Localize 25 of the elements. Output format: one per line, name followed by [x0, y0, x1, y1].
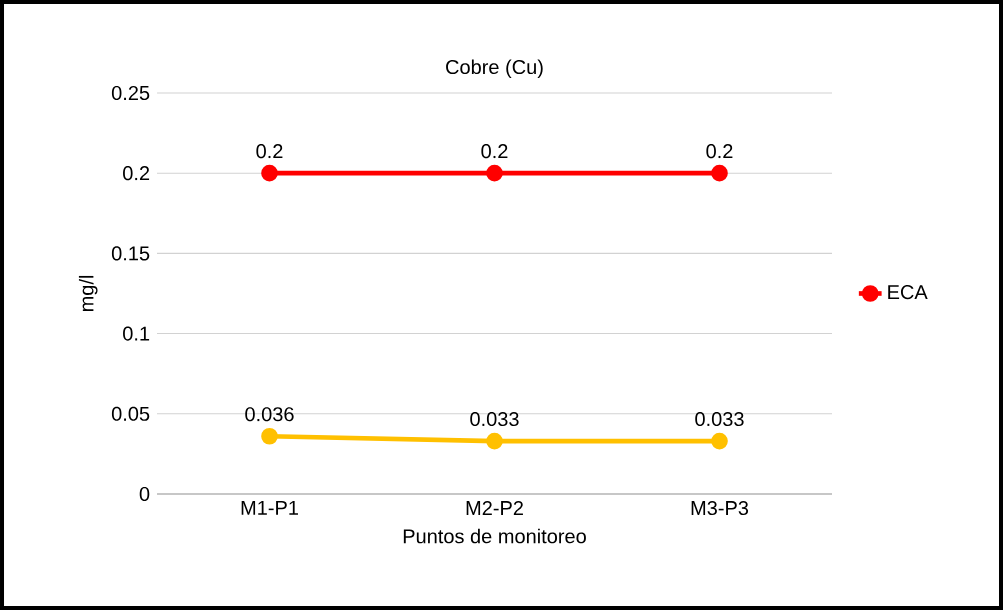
data-label: 0.033 — [470, 411, 519, 427]
y-tick-label: 0.2 — [123, 166, 150, 181]
point — [261, 427, 278, 445]
x-axis-title: Puntos de monitoreo — [403, 528, 586, 544]
data-label: 0.2 — [481, 144, 508, 159]
y-axis-title: mg/l — [78, 275, 98, 312]
point — [711, 432, 728, 450]
x-tick-label: M3-P3 — [691, 500, 749, 516]
y-tick-label: 0.1 — [123, 326, 150, 341]
chart-title: Cobre (Cu) — [446, 59, 543, 79]
y-tick-label: 0.15 — [111, 246, 150, 261]
point — [486, 432, 503, 450]
y-tick-label: 0.25 — [111, 85, 150, 101]
x-tick-label: M1-P1 — [241, 500, 298, 515]
legend-label: ECA — [888, 285, 928, 300]
data-label: 0.036 — [245, 407, 294, 422]
point — [486, 164, 503, 182]
data-label: 0.033 — [695, 411, 744, 427]
point — [261, 164, 278, 182]
y-tick-label: 0.05 — [111, 406, 150, 421]
y-tick-label: 0 — [139, 486, 150, 502]
point — [711, 164, 728, 182]
data-label: 0.2 — [706, 144, 733, 159]
data-label: 0.2 — [256, 144, 283, 159]
x-tick-label: M2-P2 — [466, 500, 523, 515]
